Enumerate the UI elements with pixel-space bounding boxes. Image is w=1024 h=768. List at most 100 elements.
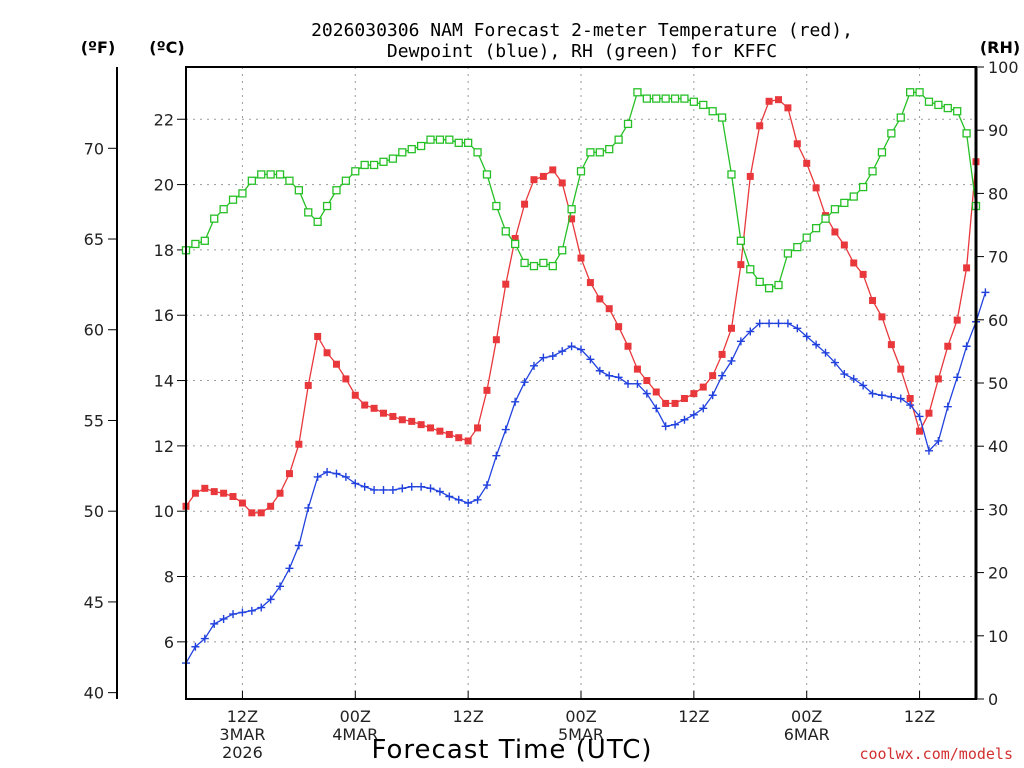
data-point <box>210 619 219 628</box>
data-point <box>332 360 340 368</box>
data-point <box>802 332 811 341</box>
data-point <box>670 94 680 103</box>
data-point <box>680 395 688 403</box>
data-point <box>445 135 454 144</box>
data-point <box>389 412 397 420</box>
data-point <box>379 157 388 166</box>
data-point <box>388 485 397 494</box>
data-point <box>869 297 877 305</box>
data-point <box>802 233 811 242</box>
data-point <box>210 488 218 496</box>
data-point <box>633 88 642 97</box>
time-tick-label: 12Z <box>452 707 483 726</box>
time-tick-label: 6MAR <box>784 725 830 744</box>
fahrenheit-tick-label: 65 <box>84 230 104 249</box>
data-point <box>492 201 501 211</box>
celsius-tick-label: 6 <box>164 633 174 652</box>
data-point <box>266 170 275 179</box>
data-point <box>285 176 294 185</box>
data-point <box>699 100 708 110</box>
time-tick-label: 12Z <box>678 707 709 726</box>
data-point <box>511 234 519 242</box>
rh-axis: 0 10 20 30 40 50 60 70 80 90 100 <box>976 58 1019 709</box>
rh-tick-label: 10 <box>988 627 1008 646</box>
data-point <box>436 427 444 435</box>
data-point <box>652 94 661 103</box>
data-point <box>924 97 934 106</box>
data-point <box>473 495 482 504</box>
data-point <box>783 319 792 328</box>
time-tick-label: 2026 <box>222 743 263 762</box>
data-point <box>313 472 322 481</box>
data-point <box>624 342 632 350</box>
series-temperature <box>182 96 980 517</box>
data-point <box>417 482 426 491</box>
data-point <box>266 595 275 604</box>
data-point <box>962 342 971 351</box>
series-dewpoint <box>182 288 990 668</box>
data-point <box>915 412 924 421</box>
data-point <box>257 509 265 517</box>
data-point <box>238 499 246 507</box>
data-point <box>690 390 698 398</box>
rh-tick-label: 70 <box>988 248 1008 267</box>
data-point <box>304 208 313 217</box>
data-point <box>332 186 341 195</box>
data-point <box>689 97 699 106</box>
rh-tick-label: 40 <box>988 437 1008 456</box>
data-point <box>219 205 228 214</box>
data-point <box>445 492 454 501</box>
time-tick-label: 00Z <box>791 707 822 726</box>
data-point <box>859 270 867 278</box>
celsius-axis: 6 8 10 12 14 16 18 20 22 <box>154 110 186 652</box>
data-point <box>379 485 388 494</box>
data-point <box>709 372 717 380</box>
data-point <box>558 347 567 356</box>
data-point <box>370 404 378 412</box>
data-point <box>943 402 952 411</box>
data-point <box>483 386 491 394</box>
data-point <box>812 340 821 349</box>
celsius-tick-label: 10 <box>154 502 174 521</box>
data-point <box>849 374 858 383</box>
data-point <box>643 377 651 385</box>
chart-title-line-2: Dewpoint (blue), RH (green) for KFFC <box>387 41 777 62</box>
data-point <box>407 482 416 491</box>
data-point <box>849 192 858 201</box>
data-point <box>662 399 670 407</box>
data-point <box>426 135 435 144</box>
data-point <box>887 341 895 349</box>
data-point <box>981 288 990 297</box>
chart-title-line-1: 2026030306 NAM Forecast 2-meter Temperat… <box>311 20 853 41</box>
data-point <box>201 484 209 492</box>
celsius-tick-label: 8 <box>164 568 174 587</box>
data-point <box>464 437 472 445</box>
data-point <box>360 160 369 170</box>
data-point <box>474 424 482 432</box>
data-point <box>793 140 801 148</box>
data-point <box>727 324 735 332</box>
data-point <box>708 391 717 400</box>
data-point <box>793 324 802 333</box>
data-point <box>473 148 482 157</box>
data-point <box>323 468 332 477</box>
data-point <box>840 198 849 208</box>
data-point <box>605 305 613 313</box>
data-point <box>426 484 435 493</box>
rh-tick-label: 60 <box>988 311 1008 330</box>
data-point <box>746 172 754 180</box>
data-point <box>567 205 576 214</box>
data-point <box>267 502 275 510</box>
data-point <box>784 104 792 112</box>
data-point <box>539 258 548 268</box>
data-point <box>765 319 774 328</box>
celsius-tick-label: 16 <box>154 306 174 325</box>
data-point <box>934 100 943 110</box>
data-point <box>294 541 303 550</box>
data-point <box>407 145 416 154</box>
data-point <box>586 279 594 287</box>
data-point <box>840 370 849 379</box>
x-axis-title: Forecast Time (UTC) <box>371 735 652 765</box>
celsius-tick-label: 14 <box>154 372 174 391</box>
